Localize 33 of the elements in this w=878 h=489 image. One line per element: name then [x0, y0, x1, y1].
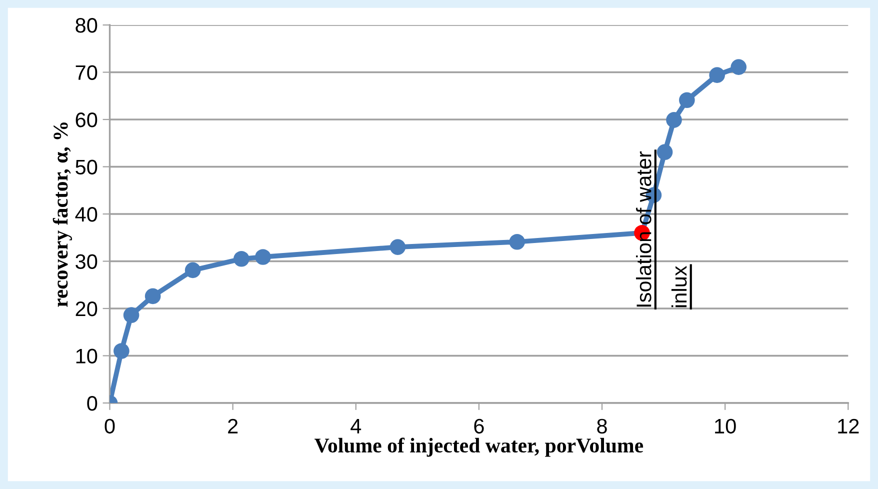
- y-tick-label: 30: [76, 254, 98, 269]
- point: [184, 262, 201, 278]
- x-tick-label: 10: [715, 418, 736, 434]
- point: [234, 250, 250, 267]
- y-tick-label: 20: [76, 301, 98, 316]
- x-tick-label: 2: [228, 418, 238, 434]
- x-tick-label: 0: [104, 418, 115, 434]
- y-axis-title: recovery factor, α, %: [52, 122, 72, 307]
- x-axis-title: Volume of injected water, porVolume: [314, 438, 644, 457]
- y-tick-label: 80: [76, 18, 98, 33]
- point: [679, 92, 695, 108]
- annotation: inlux: [671, 266, 687, 308]
- y-tick-label: 60: [76, 112, 98, 128]
- y-tick-label: 50: [76, 160, 98, 174]
- point: [390, 239, 406, 255]
- point: [509, 234, 526, 250]
- point: [709, 67, 725, 83]
- annotation: Isolation of water: [636, 151, 652, 307]
- point: [730, 59, 747, 75]
- x-tick-label: 12: [838, 418, 859, 434]
- y-tick-label: 70: [76, 65, 98, 80]
- point: [144, 288, 161, 304]
- point: [114, 343, 130, 359]
- y-tick-label: 0: [87, 396, 98, 411]
- point: [666, 112, 682, 128]
- x-tick-label: 4: [350, 419, 362, 434]
- y-tick-label: 10: [76, 348, 98, 364]
- point: [656, 144, 673, 160]
- y-tick-label: 40: [75, 206, 98, 222]
- point: [255, 249, 271, 265]
- x-tick-label: 8: [597, 418, 607, 434]
- point: [123, 307, 140, 324]
- x-tick-label: 6: [474, 418, 484, 434]
